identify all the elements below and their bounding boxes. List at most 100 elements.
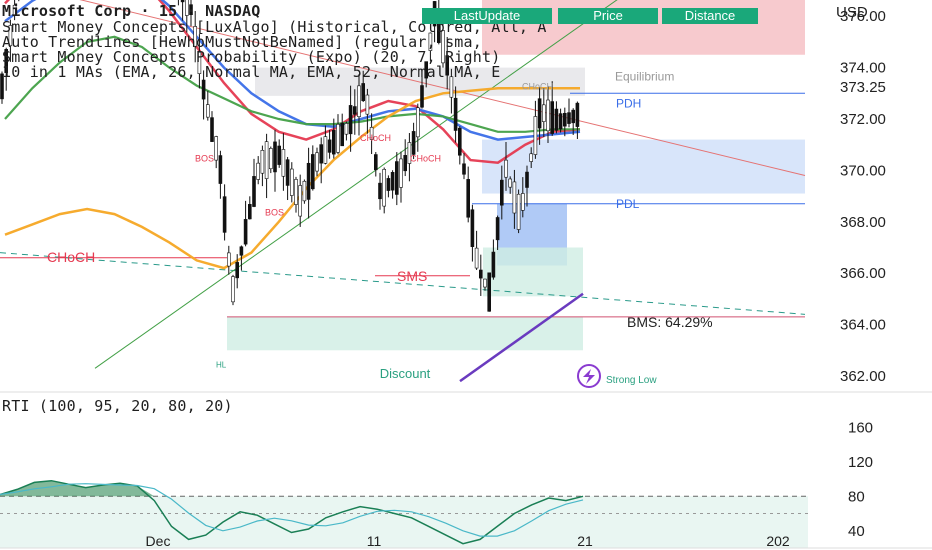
candle-body bbox=[415, 107, 420, 138]
y-tick: 370.00 bbox=[840, 162, 886, 179]
indicator-rti[interactable]: RTI (100, 95, 20, 80, 20) bbox=[2, 397, 233, 415]
candle-body bbox=[550, 101, 555, 134]
candle-body bbox=[483, 278, 487, 288]
candle-body bbox=[239, 246, 244, 256]
rti-overbought-fill bbox=[0, 480, 583, 497]
candle-body bbox=[256, 162, 261, 180]
candle-body bbox=[289, 168, 294, 196]
candle-body bbox=[537, 98, 542, 129]
candle-body bbox=[222, 196, 227, 233]
candle-body bbox=[533, 116, 538, 155]
candle-body bbox=[281, 149, 286, 177]
candle-body bbox=[373, 154, 378, 171]
symbol-title[interactable]: Microsoft Corp · 15 · NASDAQ bbox=[2, 2, 261, 20]
candle-body bbox=[235, 262, 239, 279]
candle-body bbox=[214, 136, 218, 161]
candle-body bbox=[352, 106, 357, 115]
candle-body bbox=[285, 159, 290, 186]
indicator-smc-probability[interactable]: Smart Money Concepts Probability (Expo) … bbox=[2, 48, 501, 66]
candle-body bbox=[571, 109, 576, 124]
ma-series-3 bbox=[4, 86, 580, 270]
candle-body bbox=[428, 32, 433, 51]
candle-body bbox=[197, 51, 202, 74]
candle-body bbox=[218, 155, 223, 184]
candle-body bbox=[268, 148, 273, 170]
candle-body bbox=[403, 155, 408, 172]
candle-body bbox=[12, 4, 17, 16]
candle-body bbox=[306, 162, 311, 200]
candle-body bbox=[441, 30, 445, 64]
candle-body bbox=[319, 144, 324, 164]
y-tick: 376.00 bbox=[840, 8, 886, 25]
y-tick-last-price: 373.25 bbox=[840, 79, 886, 96]
rti-y-tick: 160 bbox=[848, 419, 873, 436]
candle-body bbox=[227, 252, 231, 267]
candle-body bbox=[206, 104, 210, 118]
candle-body bbox=[0, 73, 4, 100]
table-header-lastupdate: LastUpdate bbox=[422, 8, 552, 24]
candle-body bbox=[298, 185, 303, 217]
table-header-distance: Distance bbox=[662, 8, 758, 24]
candle-body bbox=[382, 169, 387, 207]
down-trendline bbox=[79, 0, 806, 177]
candle-body bbox=[474, 247, 479, 269]
indicator-auto-trendlines[interactable]: Auto Trendlines [HeWhoMustNotBeNamed] (r… bbox=[2, 33, 482, 51]
dashed-support-line bbox=[0, 252, 806, 315]
candle-body bbox=[185, 0, 189, 16]
candle-body bbox=[541, 104, 546, 122]
candle-body bbox=[411, 131, 416, 155]
candle-body bbox=[365, 94, 370, 115]
pdl-zone bbox=[482, 139, 805, 194]
candle-body bbox=[4, 49, 8, 73]
candle-body bbox=[420, 85, 424, 108]
rti-y-tick: 120 bbox=[848, 454, 873, 471]
candles-group bbox=[0, 0, 580, 312]
candle-body bbox=[457, 127, 462, 156]
label-choch-small-2: CHoCH bbox=[360, 133, 391, 143]
candle-body bbox=[378, 182, 382, 200]
lightning-icon-bolt bbox=[583, 369, 595, 384]
y-tick: 364.00 bbox=[840, 317, 886, 334]
candle-body bbox=[327, 139, 332, 153]
label-bms-probability: BMS: 64.29% bbox=[627, 314, 713, 330]
candle-body bbox=[449, 76, 454, 98]
x-tick: 11 bbox=[367, 533, 382, 549]
candle-body bbox=[264, 141, 269, 179]
candle-body bbox=[499, 179, 504, 206]
label-strong-low: Strong Low bbox=[606, 375, 657, 386]
label-bos-3: BOS bbox=[265, 208, 284, 218]
candle-body bbox=[466, 179, 471, 218]
candle-body bbox=[575, 102, 580, 127]
x-tick: 202 bbox=[766, 533, 790, 549]
candle-body bbox=[558, 113, 563, 130]
ma-series-1 bbox=[4, 0, 581, 141]
candle-body bbox=[180, 0, 185, 3]
label-bos-2: BOS bbox=[195, 154, 214, 164]
candle-body bbox=[252, 176, 256, 207]
purple-trendline bbox=[459, 292, 584, 383]
candle-body bbox=[310, 154, 315, 190]
candle-body bbox=[336, 123, 340, 153]
candle-body bbox=[323, 136, 328, 164]
label-pdh: PDH bbox=[616, 97, 641, 111]
candle-body bbox=[529, 153, 534, 162]
lightning-icon bbox=[577, 364, 601, 388]
y-tick: 372.00 bbox=[840, 111, 886, 128]
candle-body bbox=[231, 276, 235, 303]
indicator-smc-luxalgo[interactable]: Smart Money Concepts [LuxAlgo] (Historic… bbox=[2, 18, 547, 36]
label-choch-small-3: CHoCH bbox=[410, 154, 441, 164]
y-tick: 374.00 bbox=[840, 60, 886, 77]
candle-body bbox=[348, 105, 353, 135]
candle-body bbox=[470, 209, 475, 247]
indicator-10in1-mas[interactable]: 10 in 1 MAs (EMA, 26, Normal MA, EMA, 52… bbox=[2, 63, 501, 81]
candle-body bbox=[487, 272, 492, 312]
label-choch-small-4: CHoCH bbox=[522, 82, 553, 92]
x-tick: Dec bbox=[146, 533, 171, 549]
ma-series-0 bbox=[4, 0, 581, 164]
label-sms: SMS bbox=[397, 268, 427, 284]
candle-body bbox=[525, 171, 529, 188]
candle-body bbox=[277, 145, 282, 165]
candle-body bbox=[424, 61, 429, 79]
currency-selector[interactable]: USD bbox=[836, 4, 868, 21]
